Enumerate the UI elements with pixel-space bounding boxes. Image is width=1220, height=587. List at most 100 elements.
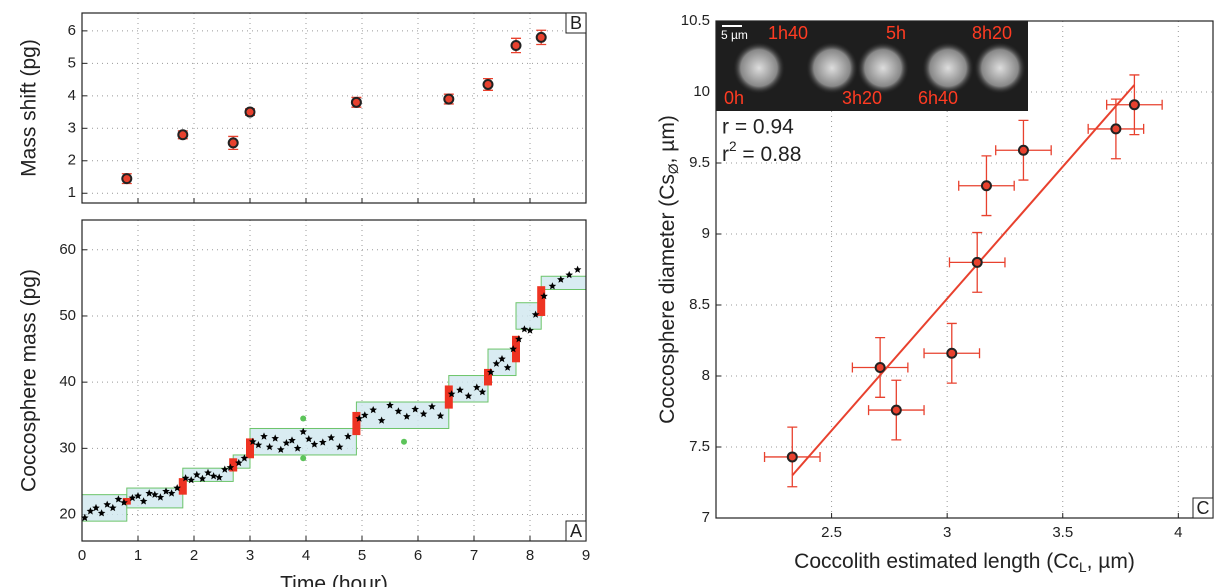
star-point: [209, 472, 218, 480]
star-point: [319, 438, 327, 446]
cell-image: [974, 42, 1026, 94]
y-tick-label: 10.5: [681, 12, 710, 29]
data-point: [1128, 99, 1140, 111]
star-point: [139, 497, 148, 505]
y-tick-label: 30: [59, 439, 76, 456]
data-point: [177, 129, 189, 141]
transition-bar: [229, 458, 238, 472]
plot-frame: [715, 20, 1214, 519]
star-point: [249, 437, 257, 445]
star-point: [109, 503, 117, 512]
dot-point: [401, 438, 407, 445]
star-point: [411, 405, 419, 413]
y-axis-label: Coccosphere diameter (CsØ, µm): [656, 115, 681, 424]
y-axis-label-tail: , µm): [656, 115, 679, 163]
star-point: [557, 275, 565, 283]
x-tick-label: 5: [358, 547, 366, 564]
star-point: [181, 474, 190, 482]
scale-label: 5 µm: [721, 28, 748, 42]
star-point: [103, 500, 111, 508]
x-tick-label: 9: [582, 547, 590, 564]
star-point: [120, 498, 128, 506]
star-point: [81, 513, 89, 522]
star-point: [310, 440, 319, 448]
star-point: [198, 474, 207, 482]
x-axis-label-text: Coccolith estimated length (Cc: [794, 550, 1079, 573]
star-point: [515, 335, 523, 343]
star-point: [86, 507, 95, 515]
data-point: [535, 31, 547, 43]
x-axis-label: Time (hour): [280, 573, 388, 587]
star-point: [271, 434, 279, 442]
star-point: [428, 402, 436, 410]
r2-value-sup: 2: [729, 139, 737, 154]
star-point: [92, 503, 100, 512]
cell-image: [857, 42, 909, 94]
star-point: [377, 416, 386, 424]
star-point: [540, 292, 548, 300]
time-label: 1h40: [768, 23, 808, 43]
y-tick-label: 9.5: [689, 154, 710, 171]
data-point: [874, 361, 886, 373]
x-tick-label: 4: [1174, 524, 1182, 541]
star-point: [520, 325, 529, 333]
transition-bar: [537, 286, 546, 316]
star-point: [394, 407, 403, 415]
star-point: [509, 345, 517, 353]
star-point: [361, 411, 369, 419]
transition-bar: [246, 438, 254, 459]
data-point: [244, 106, 256, 118]
star-point: [97, 509, 106, 517]
star-point: [305, 435, 313, 443]
star-point: [193, 470, 201, 479]
star-point: [498, 355, 506, 363]
star-point: [299, 427, 307, 435]
transition-bar: [444, 385, 453, 409]
r2-value: r2 = 0.88: [722, 139, 801, 166]
y-axis-label: Mass shift (pg): [18, 39, 41, 177]
star-point: [403, 412, 411, 420]
y-tick-label: 5: [68, 54, 76, 71]
time-label: 6h40: [918, 88, 958, 108]
data-point: [510, 39, 522, 51]
star-point: [503, 363, 512, 371]
star-point: [173, 484, 181, 492]
star-point: [487, 368, 495, 376]
star-point: [447, 390, 456, 398]
data-point: [121, 173, 133, 185]
star-point: [187, 476, 195, 484]
panel-label-box: [1192, 497, 1214, 519]
x-tick-label: 3: [246, 547, 254, 564]
plot-frame: [81, 219, 587, 542]
panel-label: B: [570, 13, 582, 33]
panel-label: A: [570, 521, 582, 541]
star-point: [282, 439, 291, 447]
star-point: [260, 432, 268, 440]
star-point: [369, 406, 377, 414]
star-point: [221, 465, 229, 473]
star-point: [240, 454, 249, 462]
star-point: [456, 386, 464, 394]
transition-bar: [122, 497, 131, 505]
x-tick-label: 0: [78, 547, 86, 564]
star-point: [162, 487, 170, 495]
y-tick-label: 10: [693, 83, 710, 100]
panel-label: C: [1197, 498, 1210, 518]
fit-line: [791, 84, 1136, 477]
x-axis-label-tail: , µm): [1087, 550, 1135, 573]
y-axis-label-sub: Ø: [666, 163, 681, 174]
y-tick-label: 6: [68, 22, 76, 39]
star-point: [167, 489, 176, 497]
data-point: [980, 180, 992, 192]
data-point: [350, 96, 362, 108]
transition-bar: [178, 478, 187, 495]
star-point: [265, 443, 274, 451]
star-point: [436, 411, 445, 420]
data-point: [482, 78, 494, 90]
y-axis-label-text: Coccosphere diameter (Cs: [656, 174, 679, 424]
transition-bar: [484, 368, 492, 386]
x-axis-label: Coccolith estimated length (CcL, µm): [794, 550, 1135, 575]
time-label: 8h20: [972, 23, 1012, 43]
star-point: [531, 310, 540, 318]
